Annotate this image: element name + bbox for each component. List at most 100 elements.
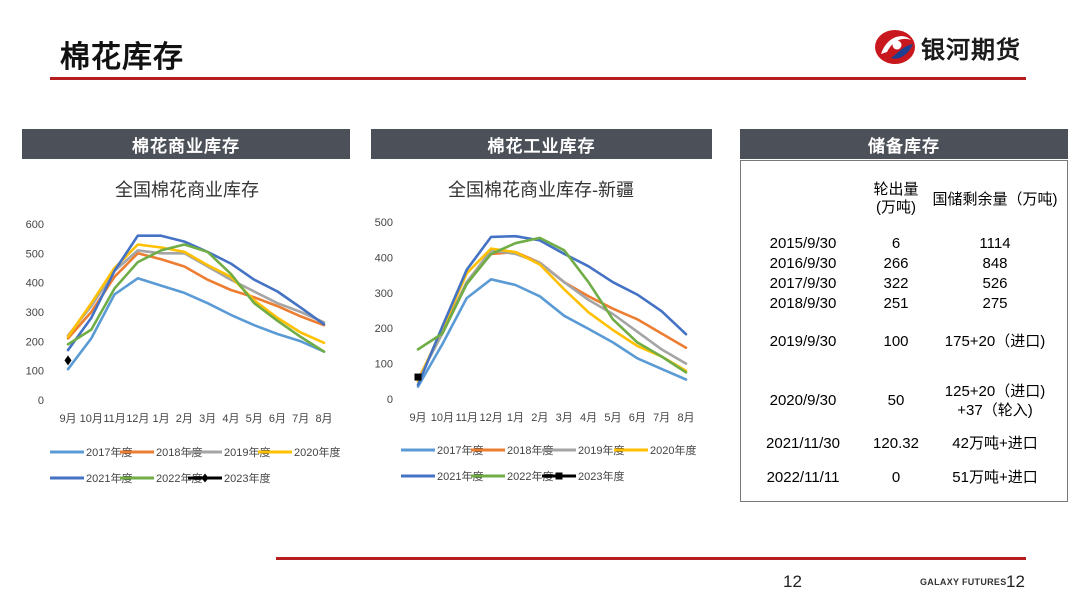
series-line-2022 [66, 243, 326, 353]
x-tick-label: 1月 [153, 413, 170, 425]
x-tick-label: 6月 [629, 412, 646, 424]
legend-label-2019: 2019年度 [578, 443, 624, 457]
brand-name: 银河期货 [921, 36, 1021, 64]
x-tick-label: 9月 [59, 413, 76, 425]
series-line-2021 [416, 234, 688, 387]
y-tick-label: 100 [26, 366, 44, 378]
y-tick-label: 100 [375, 359, 393, 371]
reserve-remain: 175+20（进口) [944, 333, 1046, 350]
legend-label-2017: 2017年度 [86, 445, 132, 459]
xinjiang-inventory-chart: 全国棉花商业库存-新疆 0 100 200 300 400 500 9月 10月 11月 12月 1月… [375, 180, 697, 483]
x-tick-label: 6月 [269, 413, 286, 425]
reserve-out: 120.32 [873, 435, 919, 452]
reserve-out: 0 [891, 469, 901, 486]
y-tick-label: 400 [375, 252, 393, 264]
y-tick-label: 0 [387, 394, 393, 406]
reserve-out: 322 [883, 275, 909, 292]
x-tick-label: 7月 [292, 413, 309, 425]
chart-title: 全国棉花商业库存-新疆 [448, 180, 634, 201]
reserve-out: 251 [883, 295, 909, 312]
reserve-date: 2021/11/30 [766, 435, 840, 452]
reserve-remain: 51万吨+进口 [952, 469, 1038, 486]
y-tick-label: 0 [38, 395, 44, 407]
x-tick-label: 5月 [246, 413, 263, 425]
legend-label-2023: 2023年度 [578, 469, 624, 483]
reserve-remain: 526 [982, 275, 1008, 292]
legend-label-2023: 2023年度 [224, 471, 270, 485]
legend-label-2021: 2021年度 [437, 469, 483, 483]
x-tick-label: 7月 [653, 412, 670, 424]
y-tick-label: 300 [26, 307, 44, 319]
y-tick-label: 500 [375, 217, 393, 229]
reserve-out: 50 [887, 392, 905, 409]
commercial-inventory-header: 棉花商业库存 [22, 129, 350, 159]
reserve-out: 266 [883, 255, 909, 272]
legend-marker-2023 [201, 473, 209, 483]
reserve-date: 2020/9/30 [769, 392, 837, 409]
x-tick-label: 11月 [103, 413, 125, 425]
reserve-remain: 125+20（进口) +37（轮入) [944, 383, 1046, 419]
reserve-date: 2018/9/30 [769, 295, 837, 312]
footer-page-number: 12 [1006, 572, 1025, 591]
series-line-2017 [416, 278, 688, 388]
reserve-out: 100 [883, 333, 909, 350]
reserve-out: 6 [891, 235, 901, 252]
x-tick-label: 5月 [604, 412, 621, 424]
series-line-2021 [66, 234, 326, 352]
y-tick-label: 200 [26, 336, 44, 348]
x-tick-label: 4月 [222, 413, 239, 425]
series-line-2018 [66, 252, 326, 340]
x-tick-label: 1月 [507, 412, 524, 424]
reserve-remain: 275 [982, 295, 1008, 312]
x-tick-label: 8月 [677, 412, 694, 424]
series-line-2020 [66, 243, 326, 345]
x-tick-label: 12月 [479, 412, 502, 424]
legend-label-2019: 2019年度 [224, 445, 270, 459]
series-point-2023 [414, 373, 422, 381]
legend-marker-2023 [555, 472, 563, 480]
footer-brand: GALAXY FUTURES [920, 577, 1007, 587]
reserve-remain: 848 [982, 255, 1008, 272]
legend-label-2018: 2018年度 [507, 443, 553, 457]
industrial-inventory-header: 棉花工业库存 [371, 129, 712, 159]
reserve-header-remain: 国储剩余量（万吨) [932, 191, 1058, 208]
x-tick-label: 10月 [431, 412, 454, 424]
x-tick-label: 11月 [456, 412, 478, 424]
reserve-remain: 42万吨+进口 [952, 435, 1038, 452]
reserve-header-out: 轮出量 (万吨) [873, 181, 919, 216]
series-line-2022 [416, 236, 688, 374]
series-line-2017 [66, 277, 326, 371]
y-tick-label: 200 [375, 323, 393, 335]
legend-label-2020: 2020年度 [294, 445, 340, 459]
legend-label-2022: 2022年度 [156, 471, 202, 485]
brand-logo: 银河期货 [873, 27, 1033, 67]
reserve-date: 2019/9/30 [769, 333, 837, 350]
page-number: 12 [783, 572, 802, 591]
reserve-date: 2015/9/30 [769, 235, 837, 252]
legend-label-2022: 2022年度 [507, 469, 553, 483]
page-title: 棉花库存 [60, 41, 184, 74]
chart-title: 全国棉花商业库存 [115, 180, 259, 201]
reserve-date: 2017/9/30 [769, 275, 837, 292]
legend-label-2018: 2018年度 [156, 445, 202, 459]
reserve-remain: 1114 [979, 235, 1011, 252]
x-tick-label: 8月 [315, 413, 332, 425]
x-tick-label: 2月 [531, 412, 548, 424]
y-tick-label: 400 [26, 278, 44, 290]
bottom-divider [276, 557, 1026, 560]
x-tick-label: 2月 [176, 413, 193, 425]
reserve-date: 2016/9/30 [769, 255, 837, 272]
x-tick-label: 9月 [409, 412, 426, 424]
reserve-table: 轮出量 (万吨) 国储剩余量（万吨) 2015/9/30 6 1114 2016/9/… [740, 160, 1068, 502]
x-tick-label: 4月 [580, 412, 597, 424]
y-tick-label: 500 [26, 248, 44, 260]
y-tick-label: 300 [375, 288, 393, 300]
x-tick-label: 3月 [199, 413, 216, 425]
legend-label-2020: 2020年度 [650, 443, 696, 457]
commercial-inventory-chart: 全国棉花商业库存 0 100 200 300 400 500 600 9月 10月 11月 12月 1月… [26, 180, 341, 485]
top-divider [50, 77, 1026, 80]
reserve-date: 2022/11/11 [766, 469, 840, 486]
x-tick-label: 12月 [126, 413, 149, 425]
y-tick-label: 600 [26, 219, 44, 231]
series-point-2023 [64, 355, 72, 366]
